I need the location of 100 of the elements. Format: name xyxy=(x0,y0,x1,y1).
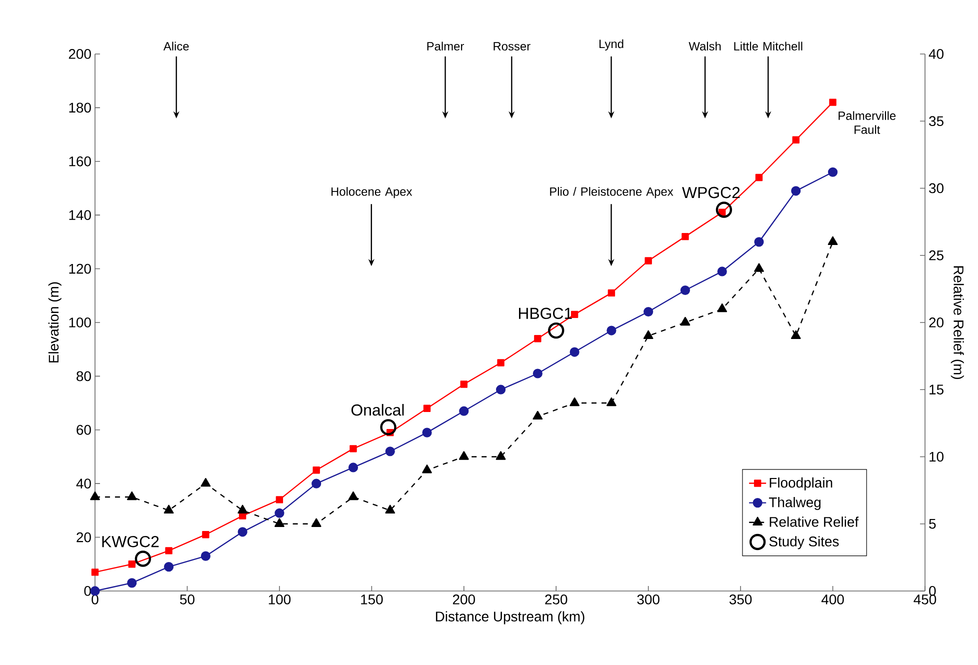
point xyxy=(643,330,654,340)
data-label: KWGC2 xyxy=(102,536,159,548)
point xyxy=(348,491,358,500)
y-tick-label: 200 xyxy=(68,49,91,59)
point xyxy=(717,303,728,312)
point xyxy=(682,232,689,240)
data-label: Onalcal xyxy=(351,404,404,416)
point xyxy=(423,404,431,412)
legend-label: Floodplain xyxy=(770,477,832,490)
point xyxy=(790,330,801,340)
x-tick-label: 250 xyxy=(545,594,568,604)
legend-label: Relative Relief xyxy=(770,516,859,527)
point xyxy=(717,266,727,276)
y2-tick-label: 30 xyxy=(929,183,944,194)
point xyxy=(548,322,564,339)
x-tick-label: 450 xyxy=(914,594,936,604)
point xyxy=(164,504,174,514)
point xyxy=(460,380,468,388)
point xyxy=(680,316,690,326)
y2-tick-label: 20 xyxy=(929,318,944,328)
point xyxy=(644,306,654,317)
point xyxy=(385,446,395,456)
annotation: Palmerville Fault xyxy=(838,111,896,134)
y2-axis-title: Relative Relief (m) xyxy=(950,266,964,379)
y-tick-label: 160 xyxy=(69,156,91,166)
point xyxy=(792,136,800,144)
text: Palmer xyxy=(427,42,464,50)
annotation: Plio / Pleistocene Apex xyxy=(550,187,674,198)
point xyxy=(754,237,764,247)
point xyxy=(238,527,248,537)
point xyxy=(755,174,763,182)
point xyxy=(274,508,284,518)
point xyxy=(312,478,322,488)
point xyxy=(606,397,616,406)
x-tick-label: 400 xyxy=(821,594,844,604)
point xyxy=(200,551,210,561)
text: Little Mitchell xyxy=(734,42,802,50)
point xyxy=(791,186,801,196)
point xyxy=(165,547,172,554)
point xyxy=(312,466,320,474)
annotation: Holocene Apex xyxy=(332,187,412,198)
point xyxy=(570,347,580,357)
y-tick-label: 40 xyxy=(76,478,91,489)
text: Lynd xyxy=(600,39,624,51)
y-tick-label: 180 xyxy=(69,102,91,113)
text: Rosser xyxy=(494,42,530,50)
text: Walsh xyxy=(688,42,721,50)
point xyxy=(311,518,322,527)
point xyxy=(644,257,652,264)
x-axis-title: Distance Upstream (km) xyxy=(436,611,584,624)
y2-tick-label: 35 xyxy=(929,116,944,126)
point xyxy=(350,445,357,452)
y2-tick-label: 40 xyxy=(928,49,944,59)
point xyxy=(570,397,580,406)
point xyxy=(348,462,358,472)
x-tick-label: 200 xyxy=(452,594,475,604)
point xyxy=(128,560,136,568)
point xyxy=(459,406,469,416)
point xyxy=(422,464,432,474)
y2-tick-label: 10 xyxy=(930,452,944,462)
legend-label: Thalweg xyxy=(768,497,820,510)
y2-tick-label: 5 xyxy=(929,518,936,529)
x-tick-label: 300 xyxy=(637,594,660,604)
point xyxy=(828,236,838,246)
point xyxy=(164,562,174,572)
x-tick-label: 150 xyxy=(361,594,383,604)
point xyxy=(127,578,137,588)
point xyxy=(829,98,836,106)
point xyxy=(532,368,542,378)
y2-tick-label: 15 xyxy=(930,384,944,394)
legend-label: Study Sites xyxy=(769,536,839,550)
point xyxy=(126,491,137,500)
point xyxy=(238,504,248,514)
y-tick-label: 140 xyxy=(69,210,91,220)
y-tick-label: 80 xyxy=(76,371,91,382)
point xyxy=(91,568,99,576)
data-label: WPGC2 xyxy=(682,186,740,198)
y2-tick-label: 25 xyxy=(929,250,944,260)
point xyxy=(754,263,764,272)
point xyxy=(496,451,506,460)
point xyxy=(90,491,100,500)
x-tick-label: 350 xyxy=(729,594,752,604)
point xyxy=(380,419,396,436)
point xyxy=(422,428,432,438)
point xyxy=(274,518,284,527)
point xyxy=(534,334,542,342)
point xyxy=(680,285,690,296)
point xyxy=(532,410,543,420)
point xyxy=(202,531,210,538)
y-tick-label: 60 xyxy=(76,424,91,435)
point xyxy=(716,202,732,218)
point xyxy=(385,504,396,514)
text: Alice xyxy=(163,42,189,50)
y-axis-title: Elevation (m) xyxy=(48,282,62,362)
point xyxy=(606,326,616,336)
point xyxy=(458,451,469,460)
point xyxy=(496,384,506,394)
point xyxy=(200,478,211,487)
x-tick-label: 100 xyxy=(268,594,291,604)
point xyxy=(608,289,616,297)
